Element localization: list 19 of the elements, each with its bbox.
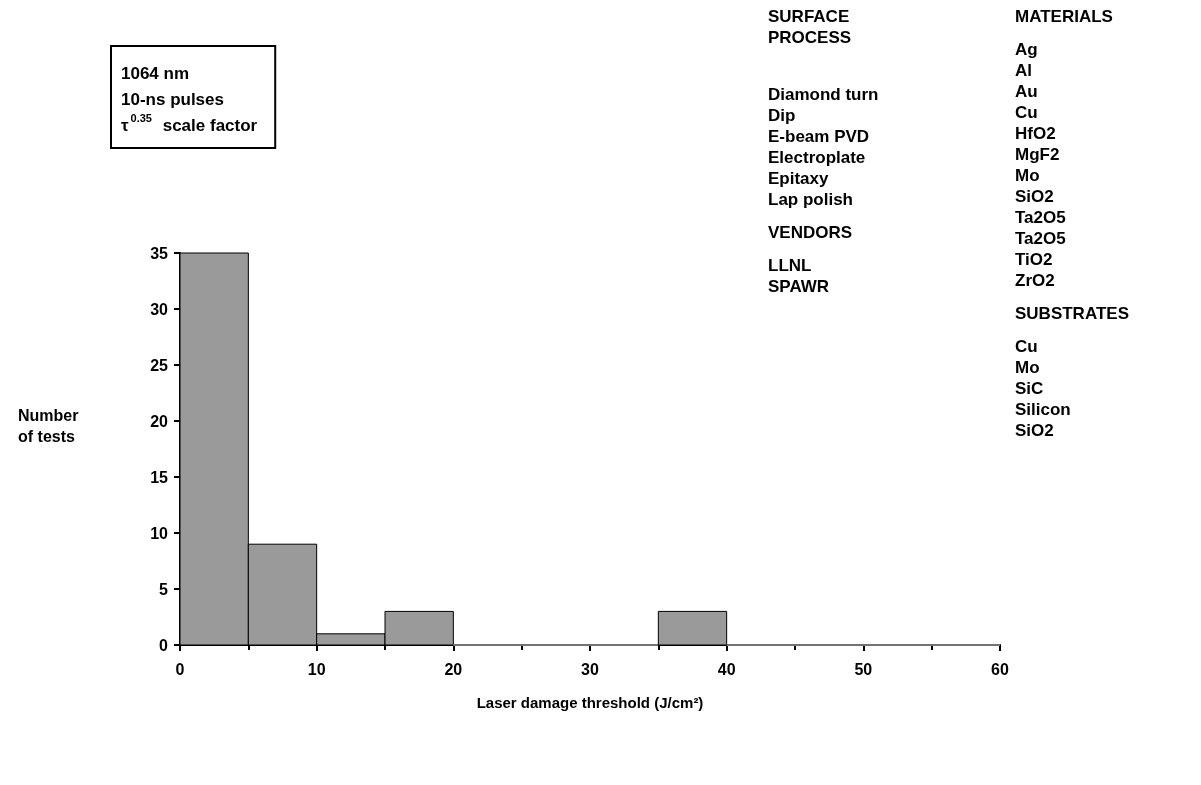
x-tick-label: 50 [854, 660, 873, 678]
y-axis-title: Number of tests [18, 407, 79, 445]
y-tick-label: 15 [150, 468, 169, 486]
y-tick-label: 30 [150, 300, 169, 318]
x-axis-title: Laser damage threshold (J/cm²) [476, 694, 704, 711]
text: MATERIALS Ag Al Au Cu HfO2 MgF2 Mo SiO2 Ta2O5 Ta2O5 TiO2 ZrO2 SUBSTRATES Cu Mo SiC Silicon SiO2 [1015, 7, 1129, 440]
y-tick-label: 35 [150, 244, 169, 262]
x-tick-label: 0 [175, 660, 185, 678]
y-tick-label: 10 [150, 524, 169, 542]
x-tick-label: 60 [991, 660, 1009, 678]
x-tick-label: 30 [581, 660, 599, 678]
y-tick-label: 0 [159, 636, 169, 654]
y-tick-label: 25 [150, 356, 169, 374]
text: SURFACE PROCESS Diamond turn Dip E-beam PVD Electroplate Epitaxy Lap polish VENDORS LLNL SPAWR [768, 7, 879, 296]
x-tick-label: 40 [717, 660, 736, 678]
y-tick-label: 5 [159, 580, 169, 598]
x-tick-label: 10 [307, 660, 326, 678]
y-tick-label: 20 [150, 412, 169, 430]
x-tick-label: 20 [444, 660, 463, 678]
